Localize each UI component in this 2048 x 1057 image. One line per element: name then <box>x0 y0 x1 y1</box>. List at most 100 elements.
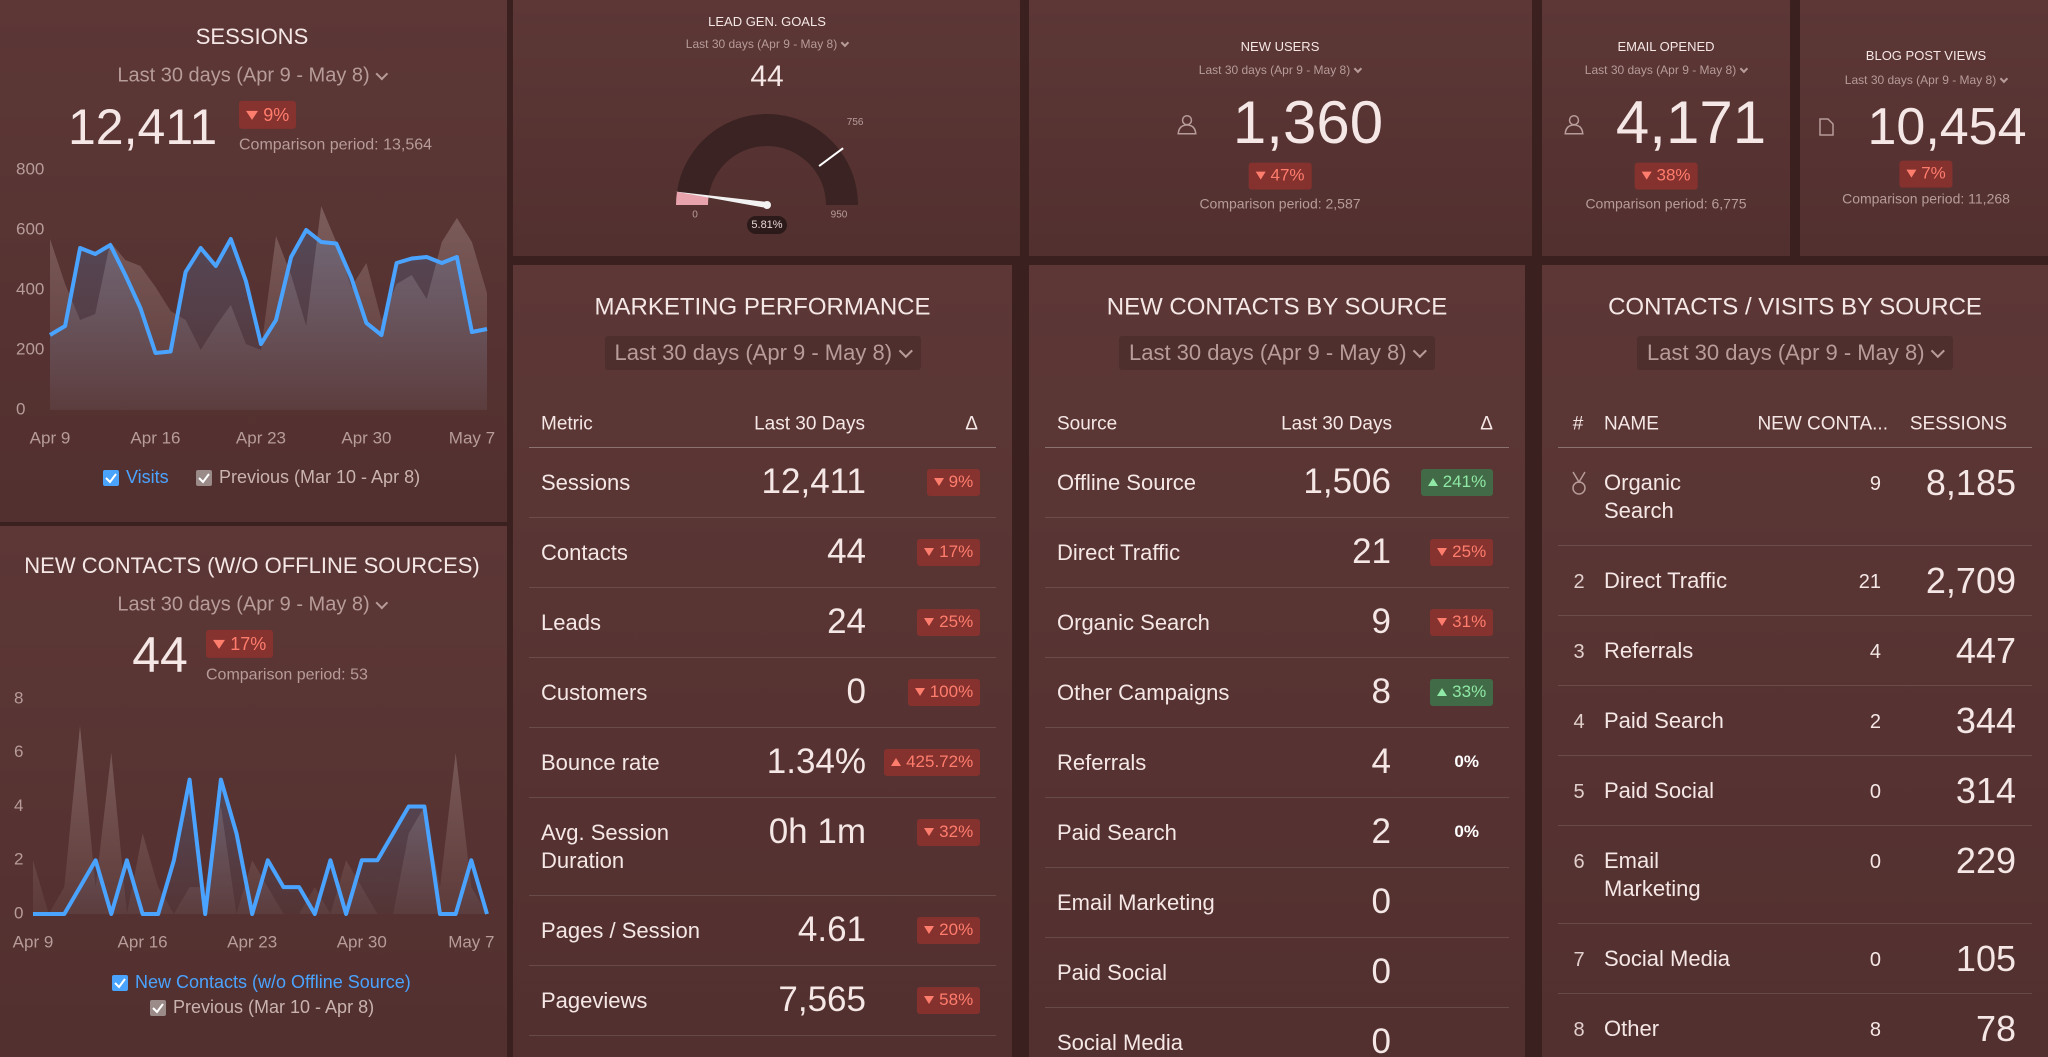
checkmark <box>152 1003 164 1014</box>
metric-name: Sessions <box>541 470 631 495</box>
table-row: Referrals 4 0% <box>1045 728 1509 798</box>
period-text: Last 30 days (Apr 9 - May 8) <box>1128 340 1407 365</box>
source-name: Paid Social <box>1057 960 1168 985</box>
sessions-value: 314 <box>1955 770 2016 811</box>
contacts-value: 0 <box>1869 949 1881 971</box>
period-selector: Last 30 days (Apr 9 - May 8) <box>117 594 389 617</box>
checkbox <box>112 975 128 991</box>
medal-ribbon <box>1572 471 1586 484</box>
y-tick-label: 4 <box>14 796 23 815</box>
x-tick-label: Apr 16 <box>130 428 180 447</box>
sessions-value: 2,709 <box>1925 560 2016 601</box>
triangle-down <box>924 548 935 557</box>
source-name: Paid Search <box>1057 820 1177 845</box>
source-name: Direct Traffic <box>1057 540 1181 565</box>
column-header: Source <box>1057 413 1118 435</box>
table-body: Offline Source 1,506 241% Direct Traffic 21 2… <box>1045 447 1509 1057</box>
comparison-text: Comparison period: 53 <box>206 666 368 684</box>
email-opened-widget: EMAIL OPENED Last 30 days (Apr 9 - May 8)… <box>1542 0 1790 256</box>
triangle-down <box>924 926 935 935</box>
delta-text: 25% <box>1452 542 1487 562</box>
panel-graphics: 0 2 4 6 8 Apr 9 Apr 16 Apr 23 Apr 30 May 7 <box>13 688 494 1016</box>
table-row: Bounce rate 1.34% 425.72% <box>529 728 996 798</box>
table-row: 5 Paid Social 0 314 <box>1558 756 2032 826</box>
y-tick-label: 200 <box>16 339 44 358</box>
gauge-track <box>676 114 858 205</box>
delta-text: 17% <box>230 633 267 654</box>
table-row: Other Campaigns 8 33% <box>1045 658 1509 728</box>
table-row: Contacts 44 17% <box>529 518 996 588</box>
x-tick-label: Apr 30 <box>341 428 391 447</box>
period-text: Last 30 days (Apr 9 - May 8) <box>1584 63 1737 77</box>
previous-area <box>33 725 487 914</box>
chevron <box>1999 74 2009 84</box>
icon-body <box>1564 124 1584 135</box>
source-name: Paid Search <box>1604 708 1724 733</box>
comparison-text: Comparison period: 2,587 <box>1199 195 1361 212</box>
table-row: Customers 0 100% <box>529 658 996 728</box>
gauge-needle <box>674 191 768 208</box>
checkmark <box>198 473 210 484</box>
y-tick-label: 0 <box>14 903 23 922</box>
icon-head <box>1568 114 1580 126</box>
rank: 5 <box>1573 781 1585 803</box>
triangle-down <box>1437 618 1448 627</box>
triangle-down <box>1906 170 1917 178</box>
delta-text: 58% <box>939 990 974 1010</box>
contacts-visits-widget: CONTACTS / VISITS BY SOURCE Last 30 days … <box>1542 265 2048 1057</box>
table-row: Direct Traffic 21 25% <box>1045 518 1509 588</box>
source-name: Direct Traffic <box>1604 568 1728 593</box>
table-row: 7 Social Media 0 105 <box>1558 924 2032 994</box>
percent-pill <box>747 216 787 234</box>
panel-graphics: 5.81% 0 950 756 <box>674 114 864 234</box>
widget-title: LEAD GEN. GOALS <box>708 14 826 30</box>
panel-graphics <box>1177 114 1197 135</box>
y-tick-label: 0 <box>16 399 25 418</box>
checkmark <box>114 978 126 989</box>
column-header: NAME <box>1604 413 1659 435</box>
delta-label: 0% <box>1454 752 1479 771</box>
legend-checkbox <box>103 470 119 486</box>
table-row: 8 Other 8 78 <box>1558 994 2032 1057</box>
chevron <box>898 343 913 358</box>
column-header: Last 30 Days <box>754 413 865 435</box>
y-tick-label: 600 <box>16 219 44 238</box>
column-header: NEW CONTA... <box>1757 413 1888 435</box>
gauge-target <box>818 147 844 167</box>
column-header: SESSIONS <box>1909 413 2007 435</box>
delta-text: 38% <box>1656 166 1691 185</box>
legend-checkbox <box>112 975 128 991</box>
delta-text: 9% <box>263 104 290 125</box>
panel-graphics <box>1819 118 1834 136</box>
x-tick-label: Apr 9 <box>30 428 71 447</box>
metric-value: 44 <box>827 532 866 571</box>
checkbox <box>103 470 119 486</box>
user-icon <box>1177 114 1197 135</box>
triangle-up <box>1427 478 1438 487</box>
delta-badge: 17% <box>206 629 274 659</box>
table-row: Offline Source 1,506 241% <box>1045 448 1509 518</box>
contacts-by-source-widget: NEW CONTACTS BY SOURCE Last 30 days (Apr … <box>1029 265 1525 1057</box>
gauge-percent: 5.81% <box>751 219 782 231</box>
delta-badge: 425.72% <box>884 749 980 776</box>
metric-value: 4.61 <box>797 910 866 949</box>
column-header: Δ <box>1480 413 1493 435</box>
legend-label: Previous (Mar 10 - Apr 8) <box>173 997 375 1018</box>
table-row: 4 Paid Search 2 344 <box>1558 686 2032 756</box>
gauge-max: 950 <box>831 210 848 221</box>
table-row: Social Media 0 <box>1045 1008 1509 1057</box>
new-users-widget: NEW USERS Last 30 days (Apr 9 - May 8) 1,3… <box>1029 0 1532 256</box>
delta-badge: 20% <box>917 917 980 944</box>
delta-text: 241% <box>1442 472 1487 492</box>
legend-checkbox <box>196 470 212 486</box>
sessions-widget: 0 200 400 600 800 Apr 9 Apr 16 Apr 23 Apr 30 May … <box>0 0 507 522</box>
chevron <box>375 596 389 610</box>
metric-name: Avg. Session Duration <box>541 820 670 873</box>
period-text: Last 30 days (Apr 9 - May 8) <box>685 37 838 51</box>
checkbox <box>196 470 212 486</box>
contacts-value: 4 <box>1869 641 1881 663</box>
x-tick-label: May 7 <box>448 932 494 951</box>
gauge-value: 44 <box>750 60 784 93</box>
triangle-down <box>933 478 944 487</box>
delta-badge: 241% <box>1420 469 1493 496</box>
